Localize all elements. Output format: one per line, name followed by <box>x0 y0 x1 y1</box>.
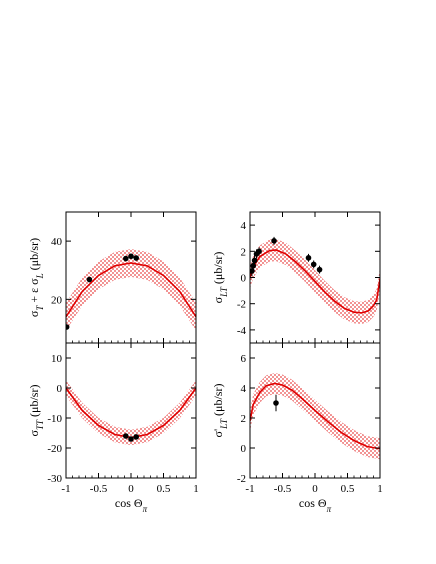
model-curve <box>250 382 380 450</box>
data-point <box>133 255 139 261</box>
data-point <box>66 324 70 330</box>
uncertainty-band <box>250 373 380 460</box>
panel-sigma-lt: -4 -2 0 2 4 σLT (μb/sr) <box>211 211 381 344</box>
model-curve <box>66 262 196 318</box>
x-tick-label: 1 <box>193 483 199 495</box>
x-tick-label: 0.5 <box>157 483 171 495</box>
y-axis-label: σLT (μb/sr) <box>211 252 229 304</box>
label-part: (μb/sr) <box>27 385 41 420</box>
y-tick-label: -20 <box>47 443 62 455</box>
label-part: (μb/sr) <box>211 384 225 419</box>
panel-sigma-tt: -1 -0.5 0 0.5 1 -30 -20 -10 0 10 σTT (μb/sr) cos Θπ <box>27 342 199 514</box>
data-point <box>128 436 134 442</box>
data-point <box>310 261 317 268</box>
x-tick-label: 1 <box>377 483 383 495</box>
label-part: (μb/sr) <box>211 252 225 287</box>
y-tick-label: 20 <box>51 294 63 306</box>
x-tick-label: 0.5 <box>341 483 355 495</box>
y-tick-label: 0 <box>241 273 247 285</box>
label-part: σ <box>27 310 41 317</box>
y-tick-label: 4 <box>241 220 247 232</box>
plot-area <box>250 236 380 325</box>
label-part: + ε σ <box>27 278 41 306</box>
uncertainty-band <box>66 248 196 331</box>
data-point <box>271 238 277 244</box>
model-curve <box>250 249 380 314</box>
y-tick-label: 40 <box>51 236 63 248</box>
label-part: σ <box>27 429 41 436</box>
plot-area <box>250 373 380 460</box>
plot-area <box>66 380 196 446</box>
y-tick-label: 4 <box>241 383 247 395</box>
y-tick-label: -10 <box>47 413 62 425</box>
x-axis-label: cos Θπ <box>299 496 332 514</box>
label-part: cos Θ <box>299 496 327 510</box>
y-tick-label: 2 <box>241 246 247 258</box>
label-part: (μb/sr) <box>27 238 41 273</box>
x-tick-label: -1 <box>61 483 70 495</box>
y-tick-label: 0 <box>57 383 63 395</box>
x-tick-label: 0 <box>128 483 134 495</box>
label-part: π <box>143 504 148 514</box>
data-point <box>256 248 262 255</box>
y-tick-label: -30 <box>47 473 62 485</box>
y-axis-label: σT + ε σL (μb/sr) <box>27 238 45 317</box>
data-point <box>123 433 129 439</box>
data-point <box>128 253 134 260</box>
x-axis-label: cos Θπ <box>115 496 148 514</box>
label-part: L <box>35 273 45 279</box>
y-tick-label: 10 <box>51 353 63 365</box>
panel-sigma-prime-lt: -1 -0.5 0 0.5 1 -2 0 2 4 6 σ'LT (μb/sr) cos Θπ <box>211 342 383 514</box>
label-part: σ <box>211 296 225 303</box>
x-tick-label: -0.5 <box>90 483 108 495</box>
data-point <box>86 276 93 283</box>
label-part: LT <box>219 286 229 298</box>
y-tick-label: -2 <box>237 473 246 485</box>
uncertainty-band <box>66 380 196 446</box>
y-axis-label: σTT (μb/sr) <box>27 385 45 437</box>
y-tick-label: -4 <box>237 325 247 337</box>
label-part: cos Θ <box>115 496 143 510</box>
x-tick-label: 0 <box>312 483 318 495</box>
label-part: TT <box>35 419 45 430</box>
data-point <box>123 255 129 262</box>
data-point <box>251 257 258 264</box>
y-tick-label: -2 <box>237 299 246 311</box>
panel-sigma-t-l: 20 40 σT + ε σL (μb/sr) <box>27 211 197 344</box>
data-point <box>305 255 312 261</box>
data-point <box>273 400 279 406</box>
x-tick-label: -0.5 <box>274 483 292 495</box>
data-point <box>250 262 257 269</box>
y-axis-label: σ'LT (μb/sr) <box>211 384 229 438</box>
label-part: T <box>35 305 45 311</box>
label-part: LT <box>219 418 229 430</box>
plot-area <box>66 248 196 331</box>
y-tick-label: 6 <box>241 353 247 365</box>
data-point <box>316 266 323 273</box>
label-part: σ' <box>211 429 225 438</box>
y-tick-label: 2 <box>241 413 247 425</box>
data-point <box>133 434 139 440</box>
x-tick-label: -1 <box>245 483 254 495</box>
y-tick-label: 0 <box>241 443 247 455</box>
label-part: π <box>327 504 332 514</box>
